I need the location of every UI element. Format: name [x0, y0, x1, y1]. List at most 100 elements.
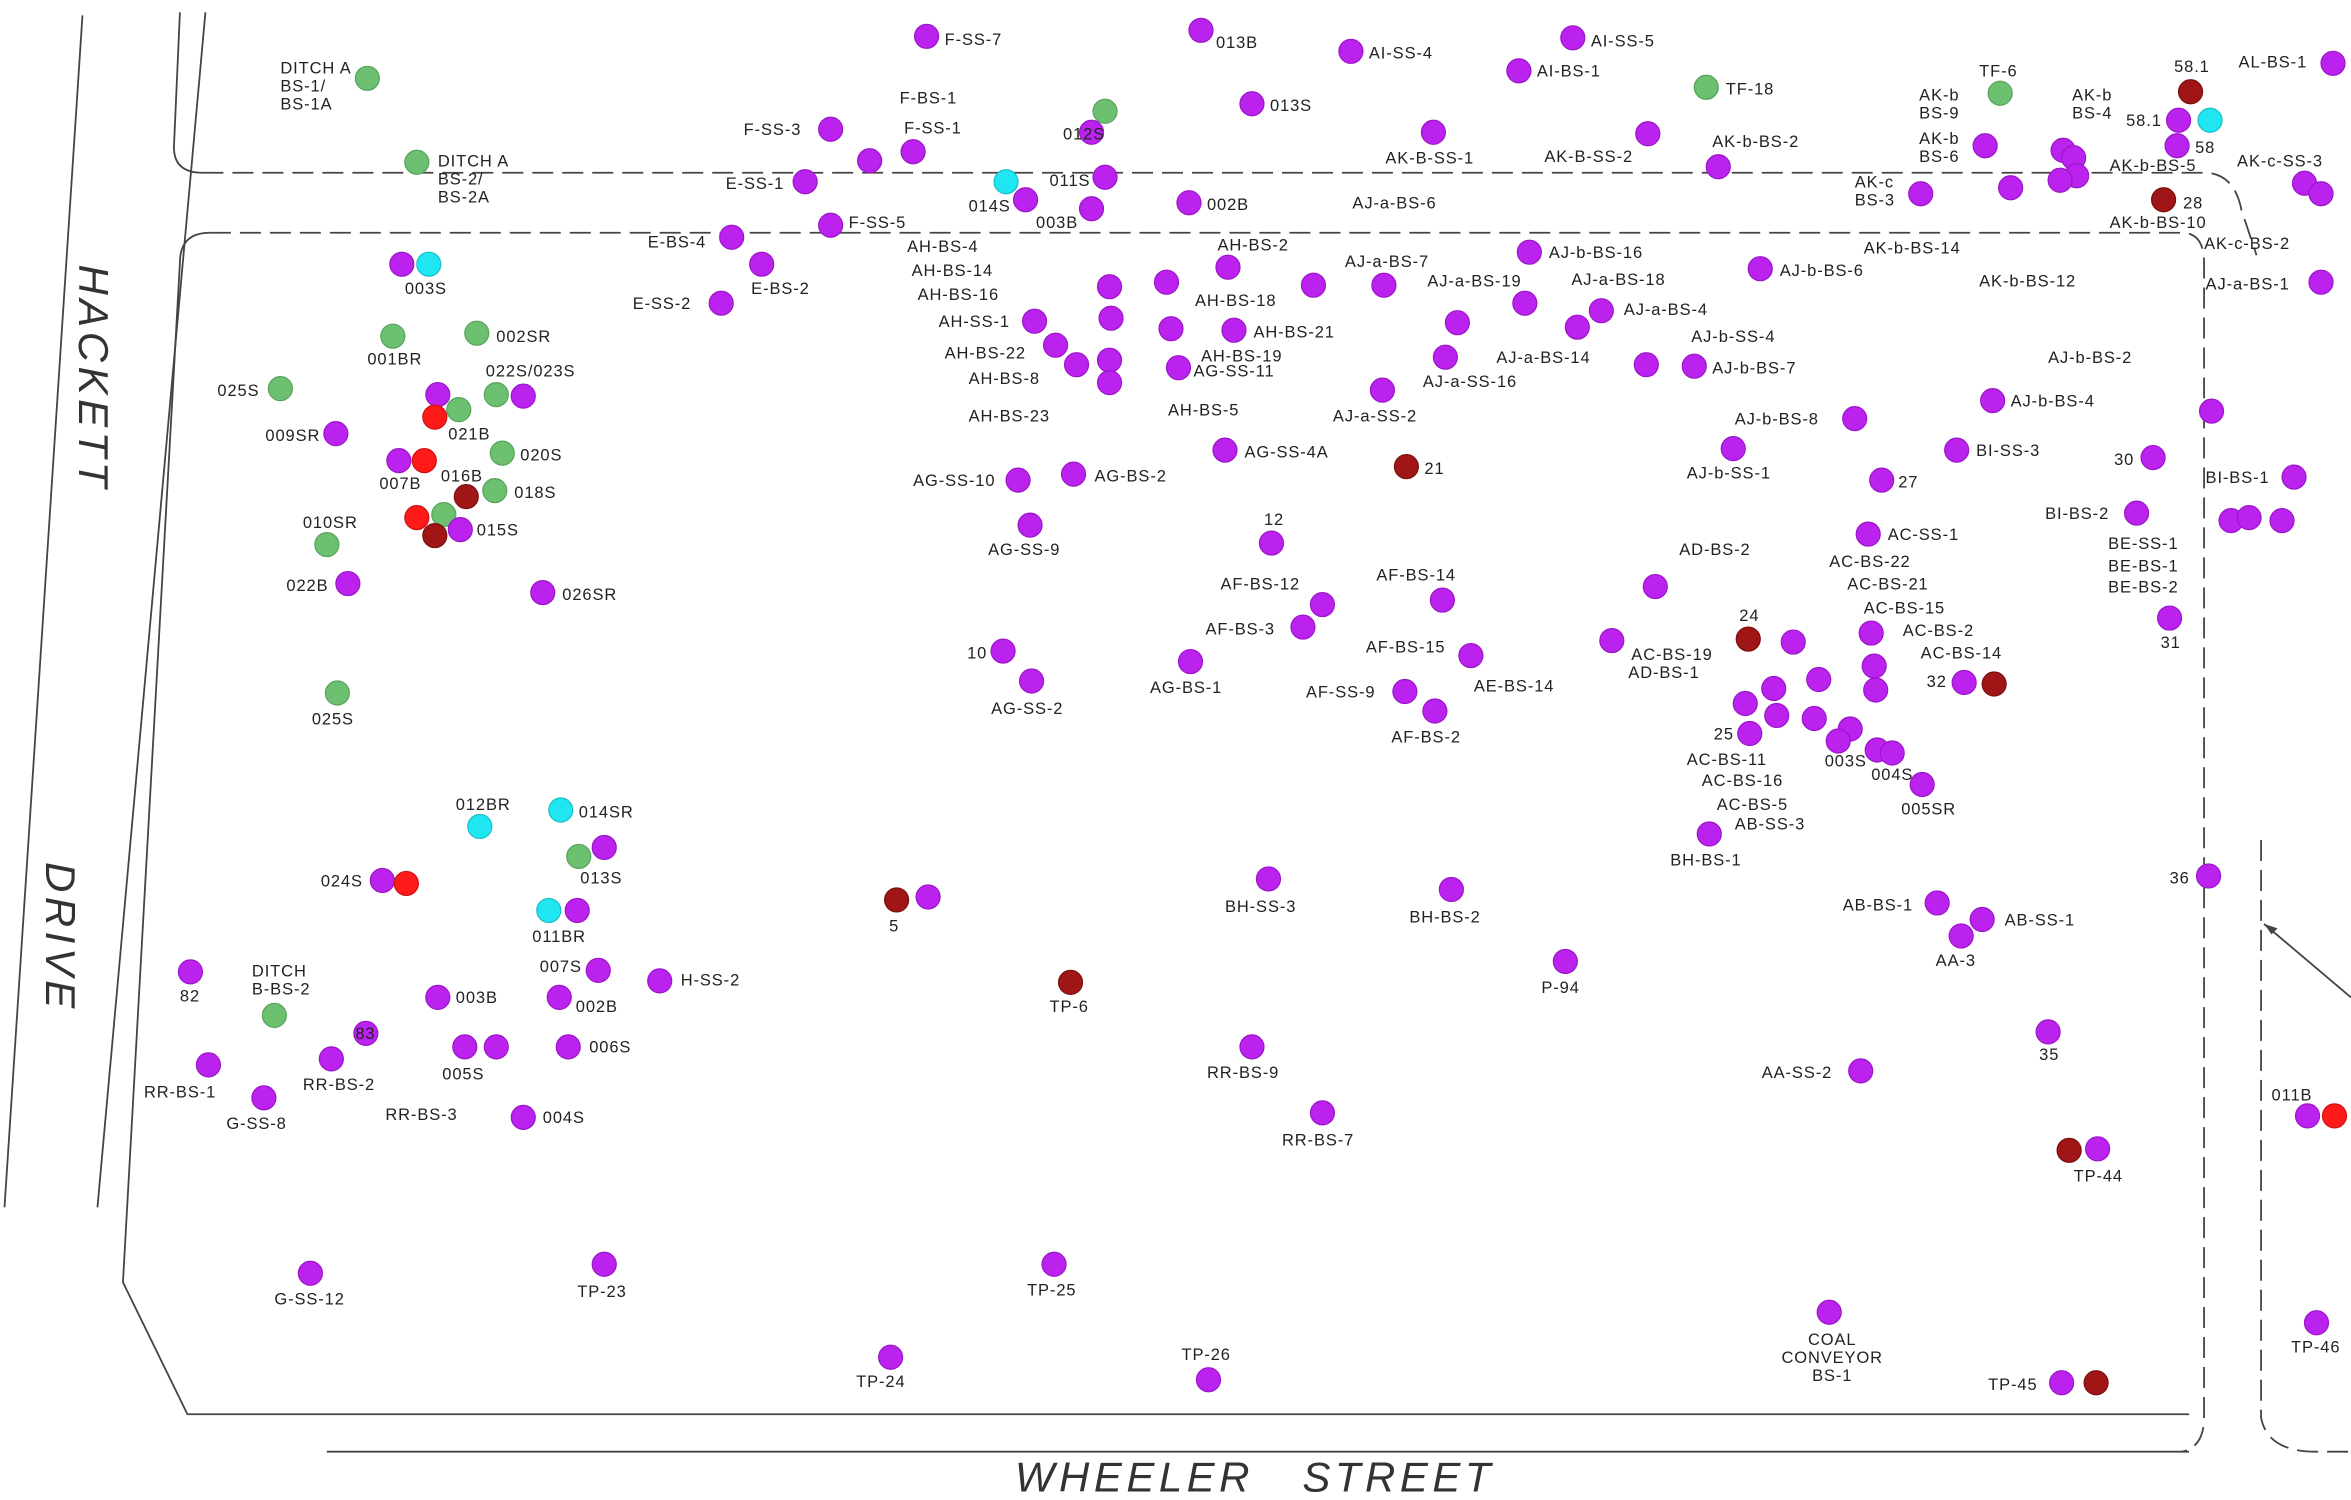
sample-label: AD-BS-2: [1679, 541, 1750, 559]
sample-point: [251, 1085, 277, 1111]
sample-point: [719, 224, 745, 250]
sample-label: AK-B-SS-2: [1544, 148, 1633, 166]
sample-point: [1096, 370, 1123, 396]
sample-label: RR-BS-7: [1282, 1132, 1354, 1150]
sample-location: AC-BS-16: [1702, 705, 1827, 790]
sample-label: B-BS-2: [252, 980, 311, 998]
sample-point: [1869, 467, 1895, 493]
sample-location: AG-BS-2: [1060, 461, 1166, 487]
sample-location: AB-SS-3: [1735, 815, 1805, 833]
sample-point: [2085, 1136, 2111, 1162]
sample-location: TF-6: [1979, 63, 2017, 106]
sample-point: [708, 290, 734, 316]
sample-point: [1980, 388, 2006, 414]
sample-label: AG-SS-4A: [1244, 443, 1328, 461]
sample-label: AJ-b-BS-7: [1712, 360, 1796, 378]
sample-point: [267, 376, 293, 402]
sample-location: 013S: [1239, 91, 1311, 117]
sample-location: AF-BS-15: [1366, 638, 1484, 669]
sample-location: BI-BS-2: [2045, 500, 2150, 526]
sample-location: AB-BS-1: [1843, 890, 1950, 916]
sample-point: [884, 887, 910, 913]
sample-point: [1816, 1299, 1842, 1325]
sample-label: 014SR: [579, 803, 634, 821]
sample-location: AJ-b-BS-4: [1980, 388, 2094, 414]
sample-location: E-BS-4: [648, 224, 745, 252]
sample-location: G-SS-12: [274, 1260, 344, 1309]
sample-label: AJ-a-BS-7: [1345, 253, 1429, 271]
sample-location: AK-b-BS-5: [2047, 157, 2196, 193]
sample-point: [510, 383, 536, 409]
sample-point: [1177, 648, 1204, 675]
sample-location: AK-B-SS-1: [1385, 119, 1473, 168]
sample-label: AH-SS-1: [939, 313, 1010, 331]
sample-point: [1153, 269, 1180, 295]
sample-point: [1681, 353, 1707, 379]
sample-point: [1732, 690, 1758, 717]
sample-point: [1165, 355, 1192, 381]
sample-point: [1599, 627, 1625, 654]
sample-location: AG-BS-1: [1150, 648, 1221, 697]
sample-point: [1215, 254, 1241, 280]
sample-location: 004S: [1864, 737, 1912, 784]
sample-label: 003S: [1825, 752, 1867, 770]
sample-label: 5: [889, 917, 899, 935]
sample-label: AK-b-BS-10: [2110, 214, 2207, 232]
sample-point: [1063, 352, 1090, 378]
sample-point: [1842, 406, 1868, 432]
sample-point: [1848, 1058, 1874, 1084]
sample-location: 022S/023S: [483, 363, 575, 409]
sample-point: [1506, 58, 1532, 84]
sample-location: TP-46: [2291, 1310, 2340, 1357]
sample-location: AC-BS-2: [1861, 622, 1973, 679]
sample-location: DITCH ABS-2/BS-2A: [404, 149, 509, 207]
sample-label: 003B: [1036, 214, 1078, 232]
sample-point: [2308, 269, 2334, 295]
sample-location: AH-BS-14: [912, 262, 993, 280]
sample-label: AL-BS-1: [2239, 54, 2308, 72]
sample-label: 012BR: [456, 796, 511, 814]
sample-point: [425, 984, 451, 1010]
sample-label: 026SR: [562, 586, 617, 604]
sample-point: [1338, 38, 1364, 64]
sample-label: AK-b-BS-14: [1864, 240, 1961, 258]
sample-location: AI-SS-4: [1338, 38, 1432, 64]
sample-point: [1258, 530, 1285, 556]
sample-point: [1635, 121, 1661, 147]
sample-point: [335, 570, 361, 597]
sample-location: AI-BS-1: [1506, 58, 1600, 84]
sample-point: [1393, 454, 1419, 480]
sample-label: 002B: [1207, 196, 1249, 214]
sample-point: [915, 884, 941, 910]
sample-location: AC-BS-11: [1687, 702, 1790, 769]
sample-location: AJ-a-BS-19: [1427, 273, 1538, 316]
arrow: [2263, 923, 2351, 999]
sample-label: BS-2A: [438, 189, 490, 207]
sample-label: 010SR: [303, 514, 358, 532]
sample-location: 5: [884, 884, 941, 935]
sample-location: BH-BS-2: [1409, 876, 1480, 926]
road-edge: [96, 12, 207, 1208]
sample-point: [1458, 642, 1484, 669]
sample-label: AC-BS-5: [1717, 796, 1788, 814]
sample-point: [1705, 154, 1731, 180]
sample-label: TP-25: [1027, 1282, 1076, 1300]
street-name: WHEELER STREET: [1015, 1453, 1495, 1500]
sample-location: AG-SS-2: [991, 668, 1062, 718]
sample-label: F-SS-5: [849, 214, 907, 232]
sample-point: [1861, 653, 1887, 679]
sample-label: DITCH A: [438, 153, 509, 171]
sample-point: [1693, 74, 1719, 100]
sample-label: RR-BS-9: [1207, 1064, 1279, 1082]
sample-location: AD-BS-1: [1628, 664, 1758, 717]
sample-point: [324, 680, 350, 706]
sample-point: [536, 897, 562, 924]
sample-location: AJ-a-SS-16: [1423, 344, 1516, 391]
sample-location: RR-BS-9: [1207, 1034, 1279, 1082]
sample-label: TP-6: [1050, 998, 1089, 1016]
sample-location: 36: [2170, 863, 2222, 889]
sample-label: DITCH: [252, 962, 307, 980]
sample-location: F-SS-5: [818, 212, 907, 238]
sample-point: [591, 1251, 617, 1277]
sample-label: AH-BS-23: [969, 408, 1050, 426]
